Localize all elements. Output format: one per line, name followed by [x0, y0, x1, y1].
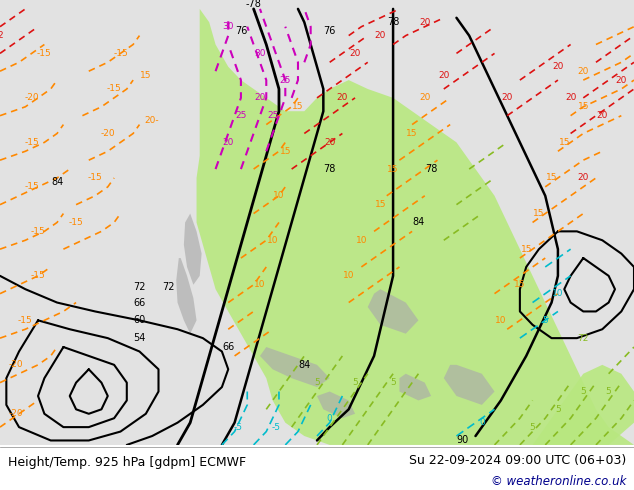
Text: 15: 15 — [292, 102, 304, 111]
Text: 5: 5 — [314, 378, 320, 387]
Text: 20: 20 — [337, 94, 348, 102]
Text: -15: -15 — [18, 316, 33, 325]
Polygon shape — [197, 9, 634, 445]
Text: 15: 15 — [559, 138, 570, 147]
Text: 20: 20 — [438, 71, 450, 80]
Text: 84: 84 — [51, 177, 63, 187]
Text: 84: 84 — [412, 218, 425, 227]
Text: © weatheronline.co.uk: © weatheronline.co.uk — [491, 475, 626, 489]
Text: 78: 78 — [387, 17, 399, 27]
Text: 20: 20 — [578, 173, 589, 182]
Text: 66: 66 — [222, 342, 235, 352]
Text: 20-: 20- — [145, 116, 160, 124]
Polygon shape — [399, 374, 431, 400]
Text: 20: 20 — [375, 31, 386, 40]
Text: 5: 5 — [605, 387, 612, 396]
Text: 5: 5 — [529, 422, 536, 432]
Text: 20: 20 — [349, 49, 361, 58]
Text: 20: 20 — [223, 138, 234, 147]
Text: 20: 20 — [552, 62, 564, 71]
Text: 10: 10 — [552, 289, 564, 298]
Text: Height/Temp. 925 hPa [gdpm] ECMWF: Height/Temp. 925 hPa [gdpm] ECMWF — [8, 457, 246, 469]
Text: 15: 15 — [406, 129, 418, 138]
Text: 20: 20 — [419, 94, 430, 102]
Text: 25: 25 — [235, 111, 247, 120]
Text: -20: -20 — [8, 409, 23, 418]
Text: 5: 5 — [555, 405, 561, 414]
Text: 84: 84 — [298, 360, 311, 370]
Polygon shape — [176, 258, 197, 334]
Text: 25: 25 — [267, 111, 278, 120]
Polygon shape — [368, 289, 418, 334]
Text: 60: 60 — [133, 316, 146, 325]
Text: 15: 15 — [546, 173, 557, 182]
Text: 20: 20 — [324, 138, 335, 147]
Text: -15: -15 — [30, 271, 46, 280]
Text: -20: -20 — [100, 129, 115, 138]
Text: 0: 0 — [479, 418, 485, 427]
Text: -15: -15 — [37, 49, 52, 58]
Text: 15: 15 — [140, 71, 152, 80]
Text: -5: -5 — [233, 422, 242, 432]
Text: -15: -15 — [113, 49, 128, 58]
Text: 5: 5 — [580, 387, 586, 396]
Text: 72: 72 — [133, 282, 146, 292]
Text: 20: 20 — [565, 94, 576, 102]
Text: -15: -15 — [24, 182, 39, 192]
Text: Su 22-09-2024 09:00 UTC (06+03): Su 22-09-2024 09:00 UTC (06+03) — [409, 454, 626, 467]
Text: 76: 76 — [323, 26, 336, 36]
Text: 15: 15 — [521, 245, 532, 254]
Text: -15: -15 — [30, 227, 46, 236]
Text: 15: 15 — [514, 280, 526, 289]
Text: 2: 2 — [0, 31, 3, 40]
Text: 15: 15 — [578, 102, 589, 111]
Text: 15: 15 — [387, 165, 399, 173]
Text: 76: 76 — [235, 26, 247, 36]
Text: 10: 10 — [495, 316, 507, 325]
Text: 78: 78 — [323, 164, 336, 174]
Text: -5: -5 — [271, 422, 280, 432]
Text: 72: 72 — [578, 334, 589, 343]
Text: 20: 20 — [501, 94, 513, 102]
Text: 15: 15 — [280, 147, 291, 156]
Text: 15: 15 — [375, 200, 386, 209]
Text: 5: 5 — [390, 378, 396, 387]
Text: -15: -15 — [87, 173, 103, 182]
Text: 20: 20 — [578, 67, 589, 75]
Polygon shape — [260, 347, 330, 387]
Text: 72: 72 — [162, 282, 174, 292]
Polygon shape — [184, 214, 202, 285]
Text: 30: 30 — [254, 49, 266, 58]
Text: 10: 10 — [273, 191, 285, 200]
Text: -15: -15 — [68, 218, 84, 227]
Text: 20: 20 — [254, 94, 266, 102]
Text: 66: 66 — [133, 297, 146, 308]
Text: 10: 10 — [254, 280, 266, 289]
Text: -78: -78 — [245, 0, 262, 9]
Polygon shape — [317, 392, 355, 418]
Text: 25: 25 — [280, 75, 291, 85]
Text: 20: 20 — [419, 18, 430, 27]
Text: 20: 20 — [597, 111, 608, 120]
Text: 90: 90 — [456, 436, 469, 445]
Text: 5: 5 — [352, 378, 358, 387]
Text: 10: 10 — [356, 236, 367, 245]
Text: -20: -20 — [24, 94, 39, 102]
Text: 20: 20 — [616, 75, 627, 85]
Text: -20: -20 — [8, 360, 23, 369]
Text: 0: 0 — [327, 414, 333, 423]
Text: 78: 78 — [425, 164, 437, 174]
Polygon shape — [444, 365, 495, 405]
Polygon shape — [533, 365, 634, 445]
Text: -15: -15 — [24, 138, 39, 147]
Text: 30: 30 — [223, 22, 234, 31]
Text: 10: 10 — [267, 236, 278, 245]
Text: 5: 5 — [542, 316, 548, 325]
Text: 15: 15 — [533, 209, 545, 218]
Text: 54: 54 — [133, 333, 146, 343]
Text: -15: -15 — [107, 84, 122, 94]
Text: 10: 10 — [343, 271, 354, 280]
